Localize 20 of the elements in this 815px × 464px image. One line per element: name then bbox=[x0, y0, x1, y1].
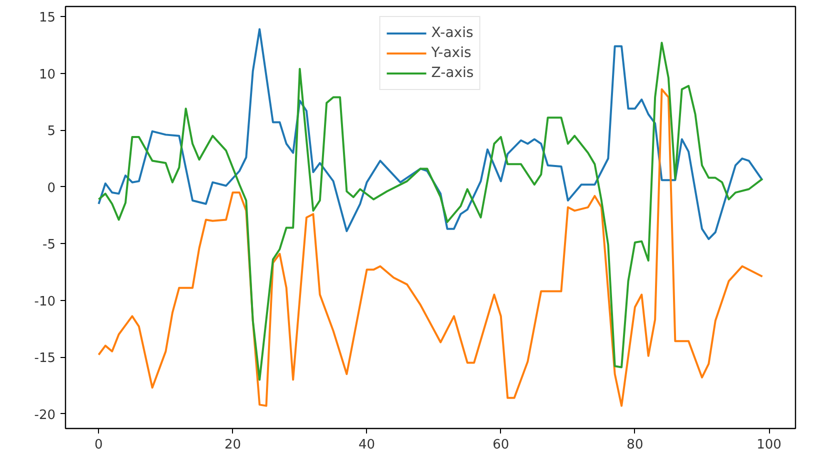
x-tick-label: 100 bbox=[756, 438, 782, 452]
x-tick-label: 60 bbox=[492, 438, 510, 452]
line-series bbox=[98, 42, 764, 381]
x-tick-label: 40 bbox=[358, 438, 376, 452]
line-series bbox=[98, 28, 764, 240]
y-tick-label: -5 bbox=[42, 238, 56, 253]
y-tick-label: -10 bbox=[34, 294, 56, 310]
legend-label: X-axis bbox=[431, 25, 474, 41]
y-tick-label: 0 bbox=[47, 180, 56, 196]
legend-label: Y-axis bbox=[431, 45, 472, 61]
y-tick-label: -15 bbox=[34, 351, 56, 366]
y-tick-label: 15 bbox=[38, 10, 56, 26]
x-tick-label: 20 bbox=[224, 438, 242, 452]
y-tick-label: 10 bbox=[38, 67, 56, 82]
y-tick-label: 5 bbox=[47, 124, 56, 140]
x-tick-label: 0 bbox=[94, 438, 103, 452]
legend-label: Z-axis bbox=[431, 65, 474, 81]
y-tick-label: -20 bbox=[34, 408, 56, 423]
x-tick-label: 80 bbox=[626, 438, 644, 452]
line-series bbox=[98, 88, 764, 407]
